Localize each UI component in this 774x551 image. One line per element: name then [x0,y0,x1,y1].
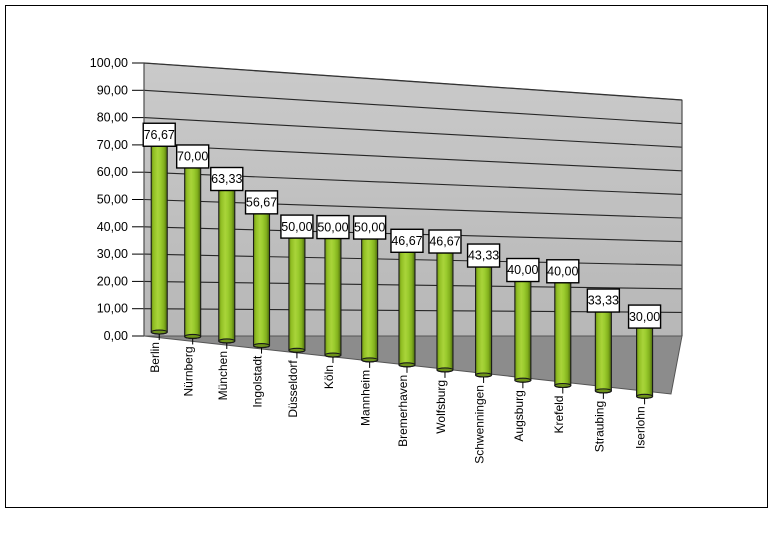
svg-text:Mannheim: Mannheim [359,370,373,426]
svg-text:70,00: 70,00 [177,150,208,164]
svg-text:Düsseldorf: Düsseldorf [286,360,300,418]
svg-text:63,33: 63,33 [211,172,242,186]
svg-text:40,00: 40,00 [97,220,128,234]
svg-text:50,00: 50,00 [354,221,385,235]
svg-text:Straubing: Straubing [592,401,606,452]
svg-text:10,00: 10,00 [97,302,128,316]
svg-text:Schwenningen: Schwenningen [473,385,487,464]
svg-text:Ingolstadt: Ingolstadt [251,355,265,408]
svg-text:33,33: 33,33 [588,294,619,308]
svg-text:76,67: 76,67 [144,128,175,142]
svg-text:80,00: 80,00 [97,111,128,125]
svg-text:40,00: 40,00 [547,264,578,278]
svg-text:Köln: Köln [322,365,336,389]
svg-text:70,00: 70,00 [97,138,128,152]
svg-text:56,67: 56,67 [246,196,277,210]
svg-text:100,00: 100,00 [90,56,128,70]
svg-text:50,00: 50,00 [281,220,312,234]
svg-text:Berlin: Berlin [148,342,162,373]
svg-text:60,00: 60,00 [97,165,128,179]
svg-text:46,67: 46,67 [429,235,460,249]
svg-text:90,00: 90,00 [97,83,128,97]
svg-text:Bremerhaven: Bremerhaven [396,375,410,447]
svg-text:Wolfsburg: Wolfsburg [434,380,448,434]
svg-text:30,00: 30,00 [629,310,660,324]
svg-text:Krefeld: Krefeld [552,396,566,434]
svg-text:20,00: 20,00 [97,274,128,288]
svg-text:München: München [216,351,230,400]
svg-text:43,33: 43,33 [468,249,499,263]
svg-text:30,00: 30,00 [97,247,128,261]
svg-text:46,67: 46,67 [391,234,422,248]
svg-text:50,00: 50,00 [97,193,128,207]
svg-text:50,00: 50,00 [317,220,348,234]
svg-text:40,00: 40,00 [507,263,538,277]
svg-text:Augsburg: Augsburg [512,390,526,441]
svg-text:0,00: 0,00 [104,329,128,343]
svg-text:Iserlohn: Iserlohn [634,406,648,449]
svg-text:Nürnberg: Nürnberg [182,346,196,396]
